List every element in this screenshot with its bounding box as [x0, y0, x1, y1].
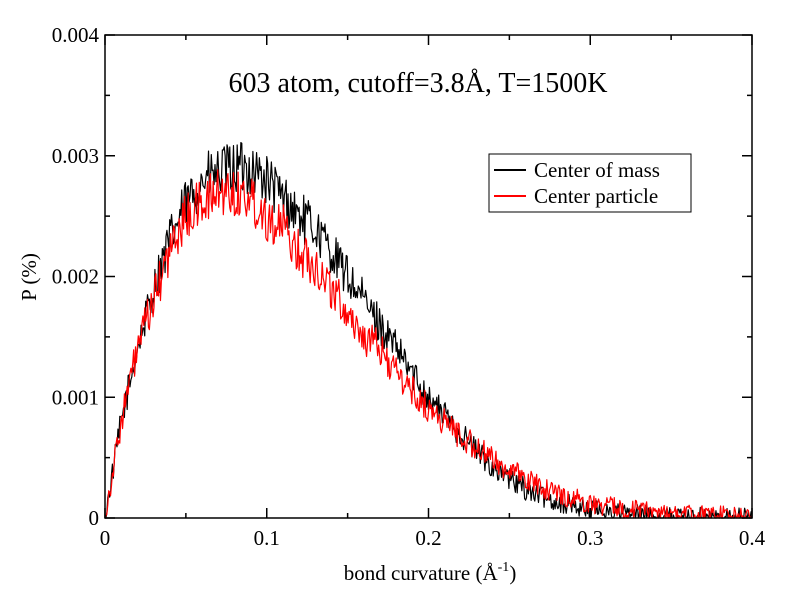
x-tick-label: 0.1 — [254, 526, 280, 550]
plot-frame — [104, 34, 753, 519]
chart-title: 603 atom, cutoff=3.8Å, T=1500K — [229, 68, 608, 99]
legend-box — [488, 153, 692, 213]
legend-label-center-of-mass: Center of mass — [534, 158, 660, 182]
x-tick-label: 0.3 — [577, 526, 603, 550]
x-tick-label: 0 — [100, 526, 111, 550]
series-line-center-particle — [104, 169, 753, 519]
y-tick-label: 0.001 — [52, 385, 99, 409]
x-axis-label: bond curvature (Å-1) — [344, 560, 517, 585]
y-axis-label: P (%) — [17, 253, 41, 301]
ticks-layer: 0 0.1 0.2 0.3 0.4 0 0.001 0.002 0.003 0.004 — [52, 23, 766, 550]
y-tick-label: 0.003 — [52, 144, 99, 168]
legend-label-center-particle: Center particle — [534, 184, 658, 208]
y-tick-label: 0 — [89, 506, 100, 530]
y-tick-label: 0.004 — [52, 23, 100, 47]
x-axis-label-sup: -1 — [498, 560, 510, 575]
legend: Center of mass Center particle — [488, 153, 692, 213]
x-axis-label-main: bond curvature (Å — [344, 561, 499, 585]
y-tick-label: 0.002 — [52, 265, 99, 289]
x-axis-label-close: ) — [509, 561, 516, 585]
x-tick-label: 0.2 — [415, 526, 441, 550]
x-tick-label: 0.4 — [739, 526, 766, 550]
